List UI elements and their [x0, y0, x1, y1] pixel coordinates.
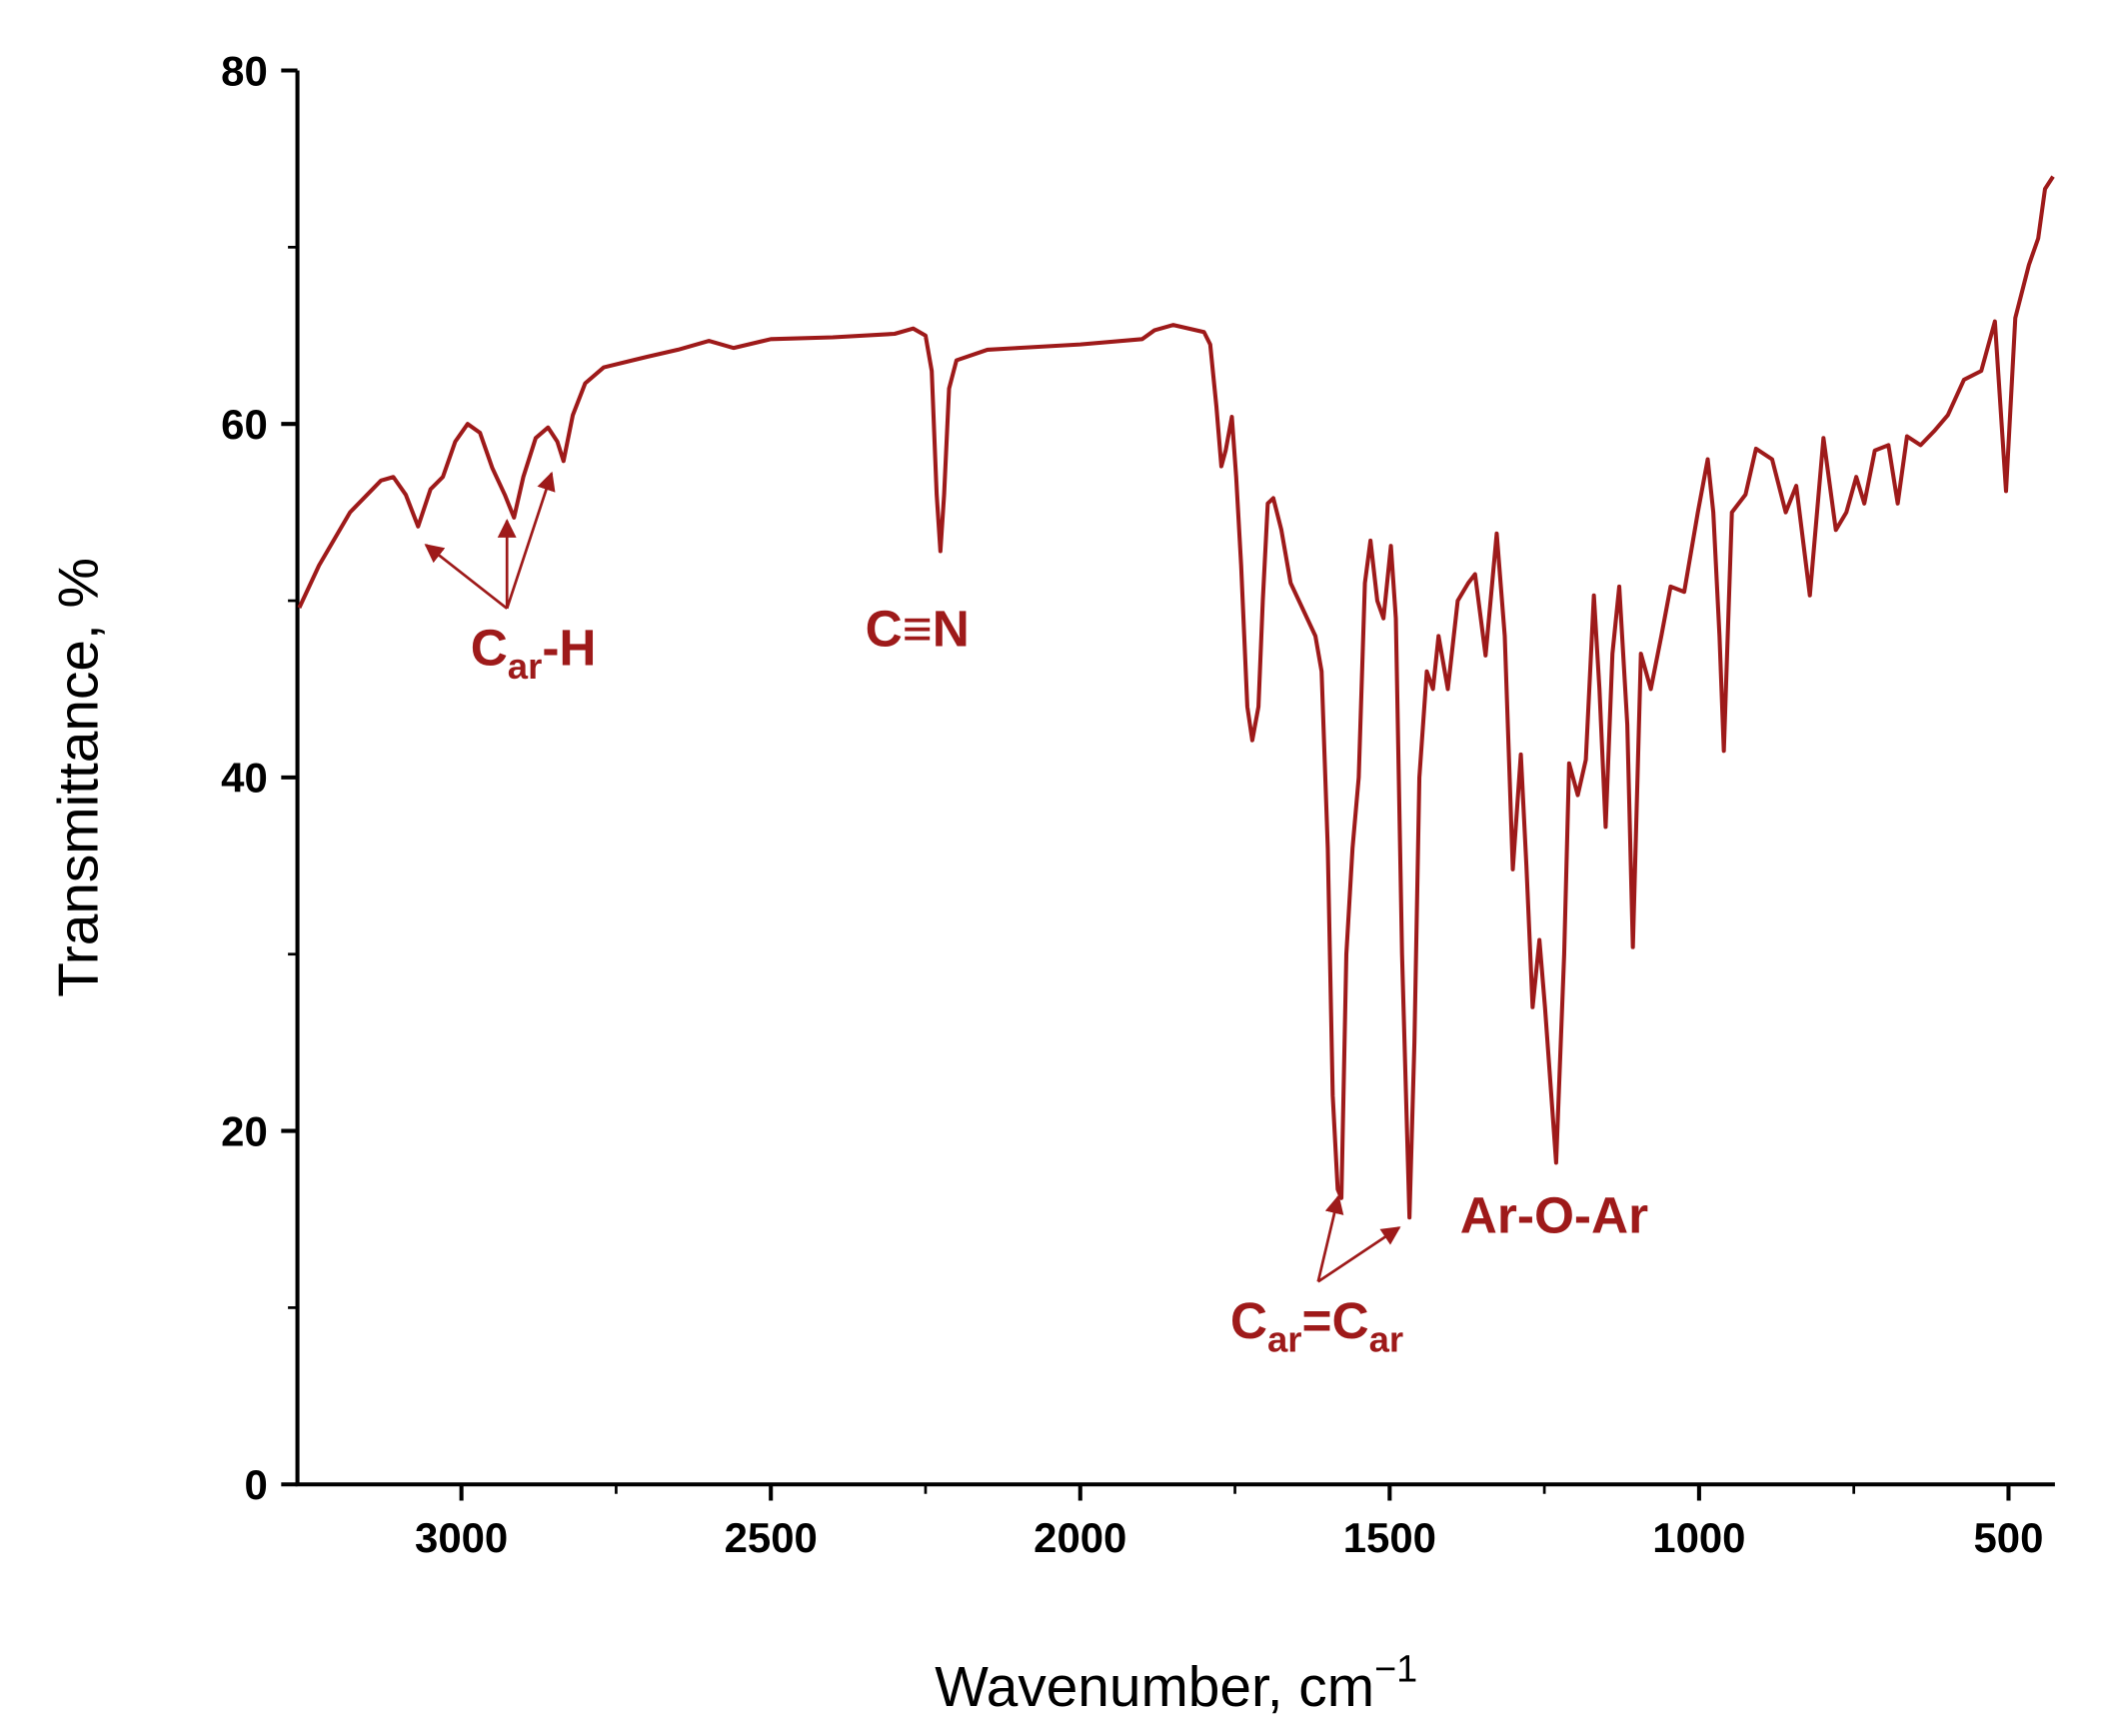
y-tick-label: 0	[244, 1461, 267, 1508]
annotation-subscript: ar	[508, 646, 543, 687]
x-tick-label: 2000	[1034, 1514, 1126, 1561]
x-axis-title-superscript: −1	[1374, 1649, 1417, 1691]
x-tick-label: 2500	[725, 1514, 818, 1561]
annotation: C≡N	[866, 600, 970, 658]
y-tick-label: 80	[221, 47, 268, 94]
x-axis-title: Wavenumber, cm−1	[935, 1649, 1417, 1719]
x-tick-label: 500	[1974, 1514, 2044, 1561]
arrow	[1316, 1194, 1344, 1282]
arrow	[424, 544, 509, 610]
y-tick-label: 60	[221, 401, 268, 448]
x-tick-label: 3000	[415, 1514, 508, 1561]
arrow	[505, 471, 556, 610]
annotation-text: C	[1230, 1291, 1267, 1349]
annotation-subscript: ar	[1369, 1319, 1404, 1360]
x-tick-label: 1500	[1343, 1514, 1436, 1561]
y-axis-title: Transmittance, %	[47, 558, 110, 997]
annotation-text: C	[471, 619, 508, 677]
annotation-text: Ar-O-Ar	[1460, 1186, 1648, 1244]
annotation-text: C≡N	[866, 600, 970, 658]
x-tick-label: 1000	[1652, 1514, 1745, 1561]
annotation-arrows	[424, 471, 1401, 1283]
annotation: Ar-O-Ar	[1460, 1186, 1648, 1244]
annotation: Car-H	[471, 619, 597, 688]
annotation-text: =C	[1301, 1291, 1368, 1349]
annotation-subscript: ar	[1267, 1319, 1302, 1360]
arrow	[1316, 1226, 1401, 1283]
y-tick-label: 20	[221, 1107, 268, 1154]
y-tick-label: 40	[221, 755, 268, 802]
annotation-text: -H	[542, 619, 596, 677]
annotation: Car=Car	[1230, 1291, 1403, 1360]
spectrum-line	[297, 175, 2055, 1220]
x-axis-title-text: Wavenumber, cm	[935, 1656, 1374, 1719]
